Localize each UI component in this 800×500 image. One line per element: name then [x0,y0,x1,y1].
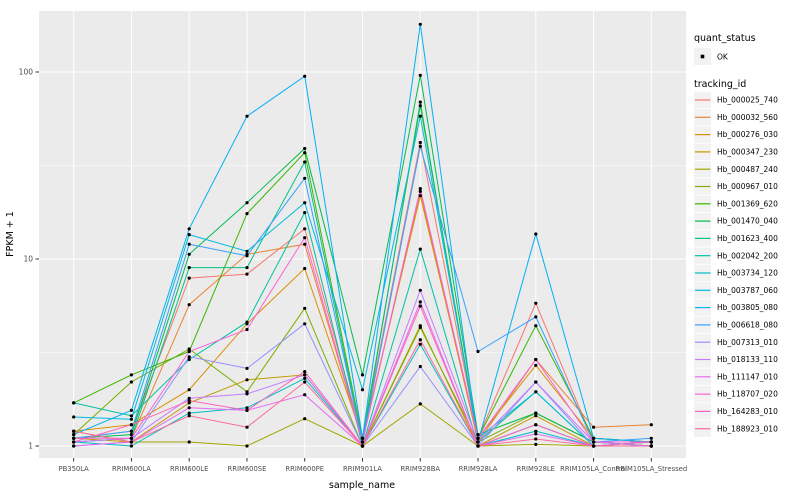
legend-entry-Hb_164283_010: Hb_164283_010 [694,403,778,420]
legend-entry-Hb_001623_400: Hb_001623_400 [694,230,778,247]
x-tick-label: RRIM901LA [343,465,382,473]
legend-title-quant-status: quant_status [694,33,756,44]
legend-entry-Hb_000347_230: Hb_000347_230 [694,143,778,161]
axis-ticks [35,71,652,462]
legend-entry-Hb_018133_110: Hb_018133_110 [694,351,778,368]
legend-entry-Hb_000487_240: Hb_000487_240 [694,161,778,178]
legend-label: Hb_000276_030 [717,130,778,139]
legend-label: Hb_188923_010 [717,424,778,433]
x-tick-label: RRIM600PE [285,465,324,473]
y-tick-label: 1 [28,442,33,451]
legend-entry-quant-status-ok: OK [694,48,729,65]
legend-entry-Hb_002042_200: Hb_002042_200 [694,247,778,264]
ok-point-icon [700,54,705,59]
y-tick-labels: 100 10 1 [19,68,34,451]
x-tick-label: RRIM928LE [517,465,555,473]
legend-entry-Hb_000032_560: Hb_000032_560 [694,109,778,126]
x-tick-labels: PB350LA RRIM600LA RRIM600LE RRIM600SE RRIM60… [58,465,687,473]
legend-entry-Hb_000967_010: Hb_000967_010 [694,178,778,195]
legend-label: Hb_118707_020 [717,390,778,399]
x-tick-label: RRIM928LA [459,465,498,473]
legend-label: Hb_007313_010 [717,338,778,347]
x-tick-label: RRIM600LA [112,465,151,473]
data-points [72,22,653,448]
x-tick-label: PB350LA [58,465,89,473]
legend-entry-Hb_001470_040: Hb_001470_040 [694,212,778,230]
legend-entry-Hb_006618_080: Hb_006618_080 [694,316,778,334]
y-tick-label: 100 [19,68,34,77]
x-axis-title: sample_name [329,480,395,491]
legend-title-tracking-id: tracking_id [694,79,746,90]
legend-entry-Hb_188923_010: Hb_188923_010 [694,420,778,437]
legend-label: Hb_000487_240 [717,165,778,174]
legend-label: Hb_001623_400 [717,234,778,243]
legend-label: Hb_003734_120 [717,269,778,278]
x-tick-label: RRIM600LE [170,465,208,473]
legend-entry-Hb_000025_740: Hb_000025_740 [694,91,778,109]
legend-label: Hb_000967_010 [717,182,778,191]
legend-label: Hb_001470_040 [717,217,778,226]
y-axis-title: FPKM + 1 [5,211,16,257]
legend-entry-Hb_000276_030: Hb_000276_030 [694,126,778,143]
legend-entry-Hb_003734_120: Hb_003734_120 [694,264,778,282]
legend-entry-Hb_111147_010: Hb_111147_010 [694,368,778,385]
legend-label: Hb_001369_620 [717,199,778,208]
x-tick-label: RRIM105LA_Control [560,465,627,473]
x-tick-label: RRIM105LA_Stressed [616,465,688,473]
legend-label: Hb_164283_010 [717,407,778,416]
legend-entry-Hb_118707_020: Hb_118707_020 [694,385,778,403]
legend: quant_status OK tracking_id Hb_000025_740 Hb… [694,33,778,437]
legend-entry-Hb_003787_060: Hb_003787_060 [694,282,778,299]
legend-label: Hb_111147_010 [717,372,778,381]
x-tick-label: RRIM600SE [228,465,267,473]
legend-label: Hb_003787_060 [717,286,778,295]
legend-entry-Hb_003805_080: Hb_003805_080 [694,299,778,316]
legend-label: Hb_000032_560 [717,113,778,122]
legend-label: Hb_000025_740 [717,96,778,105]
legend-entry-Hb_001369_620: Hb_001369_620 [694,195,778,212]
legend-entry-Hb_007313_010: Hb_007313_010 [694,334,778,351]
x-tick-label: RRIM928BA [400,465,440,473]
legend-label: Hb_003805_080 [717,303,778,312]
legend-label: Hb_000347_230 [717,148,778,157]
legend-label: Hb_006618_080 [717,321,778,330]
y-tick-label: 10 [23,255,33,264]
legend-label: Hb_002042_200 [717,251,778,260]
legend-label: Hb_018133_110 [717,355,778,364]
legend-label: OK [717,53,729,62]
